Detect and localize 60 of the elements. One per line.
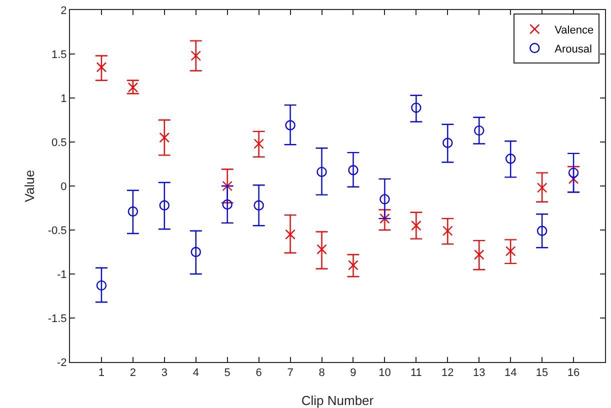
x-tick-label: 1: [98, 367, 105, 380]
point: [159, 200, 170, 210]
point: [222, 199, 232, 210]
legend-label: Valence: [554, 24, 594, 36]
point: [536, 226, 548, 236]
x-tick-label: 3: [161, 367, 168, 380]
point: [568, 168, 579, 178]
point: [380, 213, 390, 224]
y-axis-title: Value: [22, 170, 37, 202]
x-tick-label: 11: [410, 367, 422, 380]
x-tick-label: 10: [378, 367, 391, 380]
y-tick-label: -2: [57, 356, 67, 369]
y-tick-label: -1: [57, 268, 67, 281]
x-tick-label: 9: [350, 367, 356, 380]
point: [380, 194, 390, 204]
point: [254, 200, 264, 210]
y-tick-label: 0.5: [52, 136, 67, 149]
point: [442, 226, 453, 236]
point: [159, 132, 170, 143]
x-tick-label: 13: [472, 367, 486, 380]
point: [568, 174, 579, 184]
point: [474, 125, 484, 136]
x-tick-label: 16: [567, 367, 580, 380]
y-tick-label: -1.5: [48, 312, 67, 325]
x-axis-title: Clip Number: [301, 393, 374, 408]
point: [411, 102, 422, 113]
point: [254, 138, 264, 149]
point: [505, 246, 516, 256]
point: [505, 154, 516, 164]
y-tick-label: 1.5: [52, 48, 67, 61]
legend-label: Arousal: [554, 43, 592, 56]
x-tick-label: 2: [130, 367, 136, 380]
point: [536, 182, 548, 193]
x-tick-label: 6: [256, 367, 262, 380]
point: [128, 206, 138, 217]
point: [285, 120, 296, 130]
point: [316, 166, 327, 178]
y-tick-label: -0.5: [48, 224, 67, 237]
y-tick-label: 1: [60, 92, 67, 105]
x-tick-label: 15: [536, 367, 548, 380]
point: [190, 246, 201, 258]
point: [316, 244, 327, 254]
point: [190, 50, 201, 61]
point: [442, 138, 453, 148]
point: [222, 180, 232, 192]
x-tick-label: 14: [504, 367, 517, 380]
point: [411, 220, 422, 231]
point: [474, 250, 484, 260]
x-tick-label: 5: [224, 367, 230, 380]
x-tick-label: 12: [442, 367, 454, 380]
y-tick-label: 2: [60, 4, 67, 17]
point: [285, 229, 296, 240]
x-tick-label: 7: [287, 367, 294, 380]
y-tick-label: 0: [60, 180, 67, 193]
x-tick-label: 4: [192, 367, 199, 380]
point: [96, 62, 107, 72]
point: [348, 260, 358, 270]
point: [96, 280, 107, 291]
x-tick-label: 8: [318, 367, 325, 380]
point: [348, 165, 358, 176]
